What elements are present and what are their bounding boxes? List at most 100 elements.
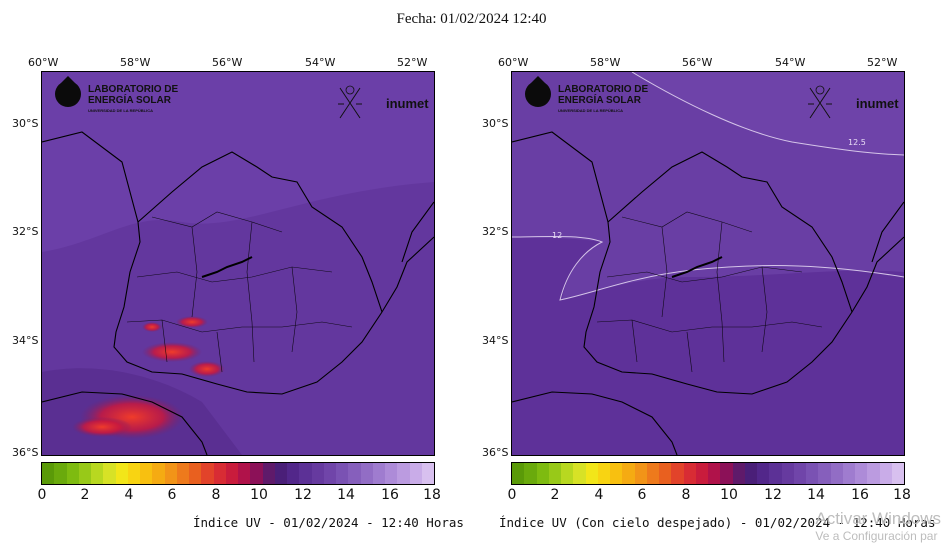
- rio-negro-lake: [201, 256, 253, 278]
- colorbar-segment: [397, 463, 410, 484]
- colorbar-segment: [548, 463, 561, 484]
- colorbar-segment: [201, 463, 214, 484]
- colorbar-segment: [806, 463, 819, 484]
- colorbar-segment: [311, 463, 324, 484]
- watermark-line1: Activar Windows: [815, 509, 941, 528]
- colorbar-segment: [140, 463, 153, 484]
- colorbar-segment: [54, 463, 67, 484]
- colorbar-segment: [671, 463, 684, 484]
- les-logo: LABORATORIO DE ENERGÍA SOLAR UNIVERSIDAD…: [55, 76, 179, 113]
- inumet-text: inumet: [856, 96, 899, 111]
- uv-map-canvas: 12.5 12 L: [512, 72, 904, 455]
- les-logo: LABORATORIO DE ENERGÍA SOLAR UNIVERSIDAD…: [525, 76, 649, 113]
- colorbar-tick-label: 18: [893, 487, 911, 503]
- colorbar-tick-label: 14: [337, 487, 355, 503]
- colorbar-segment: [323, 463, 336, 484]
- colorbar-segment: [757, 463, 770, 484]
- rio-negro-lake: [671, 256, 723, 278]
- colorbar-segment: [781, 463, 794, 484]
- lon-label: 54°W: [305, 56, 336, 69]
- colorbar-segment: [225, 463, 238, 484]
- colorbar-segment: [695, 463, 708, 484]
- colorbar-segment: [176, 463, 189, 484]
- colorbar-segment: [385, 463, 398, 484]
- watermark-line2: Ve a Configuración par: [815, 529, 938, 543]
- uv-hotspot: [142, 322, 162, 332]
- colorbar-segment: [91, 463, 104, 484]
- colorbar-segment: [372, 463, 385, 484]
- uv-hotspot: [189, 361, 225, 377]
- colorbar-tick-label: 16: [381, 487, 399, 503]
- colorbar-segment: [421, 463, 434, 484]
- colorbar-segment: [262, 463, 275, 484]
- lat-label: 32°S: [482, 225, 509, 238]
- colorbar-segment: [409, 463, 422, 484]
- uruguay-border: [512, 131, 904, 455]
- map-caption: Índice UV - 01/02/2024 - 12:40 Horas: [193, 515, 464, 530]
- lon-label: 52°W: [867, 56, 898, 69]
- uv-index-map: LABORATORIO DE ENERGÍA SOLAR UNIVERSIDAD…: [41, 71, 435, 456]
- colorbar-segment: [152, 463, 165, 484]
- colorbar-segment: [842, 463, 855, 484]
- lab-name-line2: ENERGÍA SOLAR: [558, 93, 642, 106]
- colorbar-segment: [336, 463, 349, 484]
- colorbar-segment: [622, 463, 635, 484]
- uv-clear-sky-map: 12.5 12 L: [511, 71, 905, 456]
- inumet-text: inumet: [386, 96, 429, 111]
- department-borders: [596, 211, 823, 373]
- colorbar-segment: [597, 463, 610, 484]
- lab-name-line3: UNIVERSIDAD DE LA REPÚBLICA: [88, 108, 153, 113]
- lon-label: 60°W: [28, 56, 59, 69]
- colorbar-segment: [524, 463, 537, 484]
- colorbar-segment: [127, 463, 140, 484]
- uv-hotspot: [142, 342, 202, 362]
- colorbar-segment: [646, 463, 659, 484]
- page-title: Fecha: 01/02/2024 12:40: [396, 11, 547, 27]
- colorbar-tick-label: 16: [851, 487, 869, 503]
- colorbar-segment: [855, 463, 868, 484]
- colorbar-segment: [238, 463, 251, 484]
- colorbar-segment: [891, 463, 904, 484]
- colorbar-segment: [610, 463, 623, 484]
- colorbar-tick-label: 8: [211, 487, 221, 503]
- colorbar-tick-label: 8: [681, 487, 691, 503]
- colorbar-segment: [103, 463, 116, 484]
- uv-hotspot: [72, 417, 132, 437]
- colorbar-tick-label: 4: [124, 487, 134, 503]
- colorbar-segment: [634, 463, 647, 484]
- colorbar-segment: [708, 463, 721, 484]
- colorbar-segment: [299, 463, 312, 484]
- colorbar-tick-label: 6: [637, 487, 647, 503]
- colorbar-segment: [683, 463, 696, 484]
- colorbar-segment: [818, 463, 831, 484]
- colorbar-tick-label: 14: [807, 487, 825, 503]
- colorbar-segment: [189, 463, 202, 484]
- colorbar-segment: [879, 463, 892, 484]
- colorbar-segment: [164, 463, 177, 484]
- lon-label: 58°W: [590, 56, 621, 69]
- colorbar-segment: [536, 463, 549, 484]
- colorbar-segment: [274, 463, 287, 484]
- lat-label: 36°S: [482, 446, 509, 459]
- colorbar-tick-label: 2: [550, 487, 560, 503]
- lon-label: 60°W: [498, 56, 529, 69]
- colorbar-segment: [360, 463, 373, 484]
- colorbar-segment: [659, 463, 672, 484]
- colorbar-segment: [830, 463, 843, 484]
- lon-label: 58°W: [120, 56, 151, 69]
- colorbar-segment: [573, 463, 586, 484]
- colorbar-segment: [348, 463, 361, 484]
- lon-label: 56°W: [682, 56, 713, 69]
- lat-label: 32°S: [12, 225, 39, 238]
- colorbar-segment: [744, 463, 757, 484]
- uv-map-canvas: LABORATORIO DE ENERGÍA SOLAR UNIVERSIDAD…: [42, 72, 434, 455]
- lat-label: 34°S: [482, 334, 509, 347]
- colorbar-segment: [561, 463, 574, 484]
- uv-hotspot: [176, 316, 208, 328]
- contour-label: 12: [552, 231, 562, 240]
- colorbar-segment: [250, 463, 263, 484]
- inumet-logo: inumet: [338, 85, 429, 119]
- uv-colorbar: [511, 462, 905, 485]
- lab-name-line2: ENERGÍA SOLAR: [88, 93, 172, 106]
- inumet-logo: inumet: [808, 85, 899, 119]
